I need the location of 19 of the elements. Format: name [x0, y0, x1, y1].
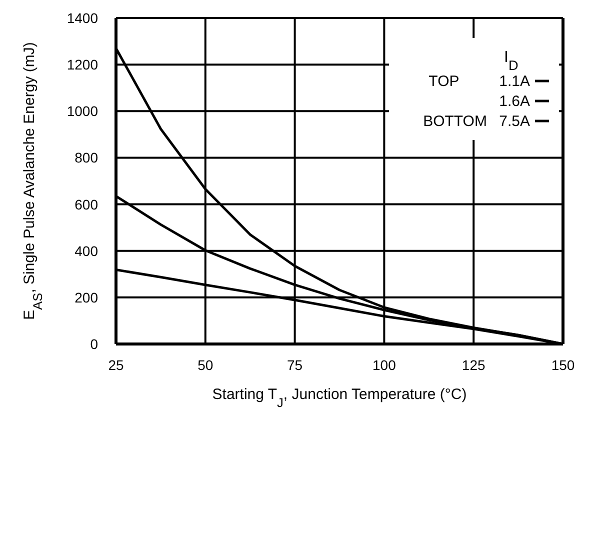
x-tick-label: 125 [462, 356, 486, 373]
legend-label: BOTTOM 7.5A [423, 113, 530, 130]
y-tick-label: 0 [90, 336, 98, 352]
legend-title: I$_{D}$ [504, 49, 518, 72]
legend-label: TOP 1.1A [428, 73, 530, 90]
legend-label: 1.6A [499, 93, 530, 110]
y-tick-label: 200 [74, 289, 98, 306]
x-tick-label: 75 [287, 356, 303, 373]
x-axis-title: Starting T$_{J}$, Junction Temperature (°C) [212, 386, 467, 410]
y-tick-label: 1400 [66, 10, 98, 26]
x-tick-label: 50 [198, 356, 214, 373]
y-tick-label: 600 [74, 196, 98, 212]
y-tick-label: 1000 [66, 103, 98, 120]
y-tick-label: 800 [74, 150, 98, 166]
x-tick-label: 150 [551, 356, 575, 373]
x-tick-label: 25 [108, 356, 124, 373]
y-tick-label: 400 [74, 242, 98, 259]
y-tick-label: 1200 [66, 56, 98, 73]
x-tick-label: 100 [372, 356, 396, 373]
